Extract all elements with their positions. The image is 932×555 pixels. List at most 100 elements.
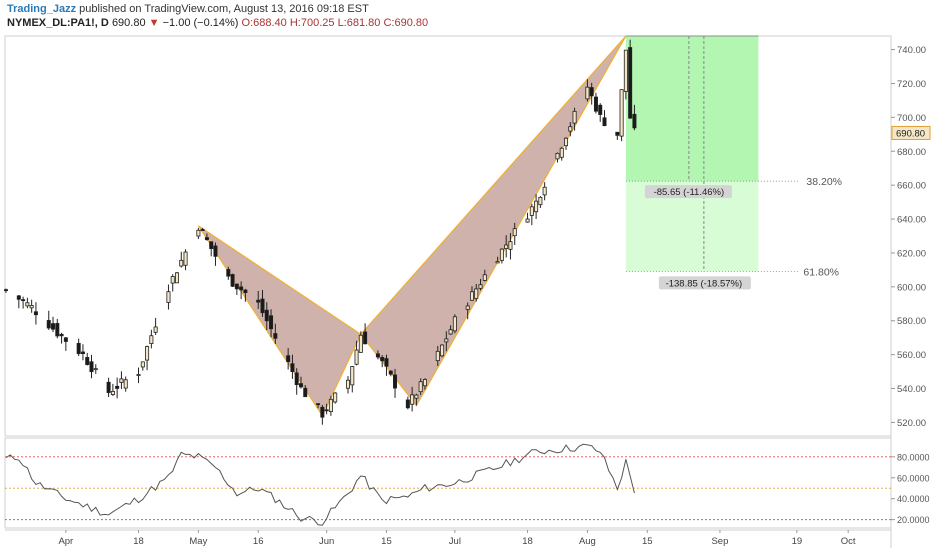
time-tick-label: 15: [642, 536, 653, 547]
candle-body: [452, 316, 457, 332]
candle-body: [16, 295, 21, 300]
candle-body: [89, 361, 94, 373]
candle-body: [204, 237, 209, 240]
author-link[interactable]: Trading_Jazz: [7, 3, 77, 15]
candle-body: [320, 406, 325, 418]
symbol-name[interactable]: NYMEX_DL:PA1!, D: [7, 17, 109, 29]
candle-body: [153, 326, 158, 333]
candle-body: [469, 291, 474, 301]
delta-badge-bg: [644, 185, 732, 199]
price-change: −1.00 (−0.14%): [162, 17, 239, 29]
time-tick-label: May: [189, 536, 207, 547]
candle-body: [559, 147, 564, 158]
oscillator-tick-label: 80.0000: [897, 452, 930, 462]
candle-body: [256, 299, 261, 303]
candle-body: [200, 229, 205, 231]
candle-body: [196, 229, 201, 237]
candle-body: [538, 196, 543, 206]
price-tick-label: 620.00: [897, 248, 926, 259]
candle-body: [482, 274, 487, 281]
candle-body: [303, 387, 308, 398]
price-tick-label: 640.00: [897, 215, 926, 226]
candle-body: [602, 117, 607, 127]
candle-body: [316, 403, 321, 406]
price-tick-label: 540.00: [897, 384, 926, 395]
candle-body: [632, 113, 637, 129]
candle-body: [290, 363, 295, 372]
candle-body: [495, 261, 500, 264]
price-chart-svg[interactable]: 520.00 540.00 560.00 580.00 600.00 620.00 640.…: [0, 34, 932, 550]
price-tick-label: 660.00: [897, 181, 926, 192]
oscillator-tick-label: 40.0000: [897, 494, 930, 504]
candle-body: [568, 126, 573, 132]
candle-body: [598, 104, 603, 115]
candle-body: [542, 186, 547, 196]
delta-badge-1: -85.65 (-11.46%): [654, 187, 725, 198]
candle-body: [243, 289, 248, 294]
candle-body: [33, 311, 38, 316]
price-tick-label: 580.00: [897, 316, 926, 327]
candle-body: [504, 244, 509, 249]
candle-body: [388, 370, 393, 375]
time-tick-label: Aug: [579, 536, 596, 547]
candle-body: [422, 379, 427, 387]
candle-body: [76, 342, 81, 355]
oscillator-tick-label: 20.0000: [897, 515, 930, 525]
candle-body: [85, 357, 90, 365]
candle-body: [230, 274, 235, 287]
oscillator-pane: [4, 437, 892, 529]
candle-body: [508, 241, 513, 250]
candle-body: [273, 333, 278, 339]
time-tick-label: 18: [522, 536, 533, 547]
chart-header: Trading_Jazz published on TradingView.co…: [0, 0, 932, 34]
candle-body: [93, 368, 98, 371]
candle-body: [393, 374, 398, 389]
harmonic-triangle-bcd: [360, 35, 627, 407]
candle-body: [499, 248, 504, 261]
time-tick-label: Sep: [711, 536, 728, 547]
candle-body: [174, 272, 179, 284]
candle-body: [324, 409, 329, 412]
candle-body: [234, 283, 239, 290]
last-price-marker-label: 690.80: [896, 128, 925, 139]
candle-body: [358, 334, 363, 353]
price-tick-label: 700.00: [897, 113, 926, 124]
candle-body: [435, 350, 440, 362]
candle-body: [512, 228, 517, 237]
oscillator-line: [5, 443, 635, 526]
time-tick-label: 15: [381, 536, 392, 547]
candle-body: [555, 152, 560, 160]
candle-body: [119, 378, 124, 383]
candle-body: [183, 251, 188, 266]
candle-body: [136, 374, 141, 376]
last-price: 690.80: [111, 17, 146, 29]
candle-body: [239, 286, 244, 291]
candle-body: [59, 333, 64, 337]
open-value: O:688.40: [241, 17, 287, 29]
candle-body: [478, 284, 483, 289]
candle-body: [410, 394, 415, 405]
candle-body: [21, 299, 26, 302]
candle-body: [4, 289, 9, 292]
candle-body: [55, 323, 60, 337]
candle-body: [529, 206, 534, 216]
candle-body: [354, 349, 359, 365]
low-value: L:681.80: [337, 17, 381, 29]
candle-body: [440, 344, 445, 357]
candle-body: [589, 87, 594, 97]
candle-body: [25, 302, 30, 307]
candle-body: [63, 337, 68, 342]
candlestick-series: [4, 39, 637, 425]
candle-body: [585, 86, 590, 100]
price-tick-label: 600.00: [897, 282, 926, 293]
candle-body: [170, 276, 175, 284]
candle-body: [149, 335, 154, 344]
high-value: H:700.25: [289, 17, 335, 29]
candle-body: [534, 200, 539, 213]
time-tick-label: Jul: [449, 536, 461, 547]
candle-body: [286, 355, 291, 362]
chart-area[interactable]: 520.00 540.00 560.00 580.00 600.00 620.00 640.…: [0, 34, 932, 550]
candle-body: [444, 338, 449, 343]
target-zone-upper: [625, 36, 759, 182]
candle-body: [414, 394, 419, 399]
